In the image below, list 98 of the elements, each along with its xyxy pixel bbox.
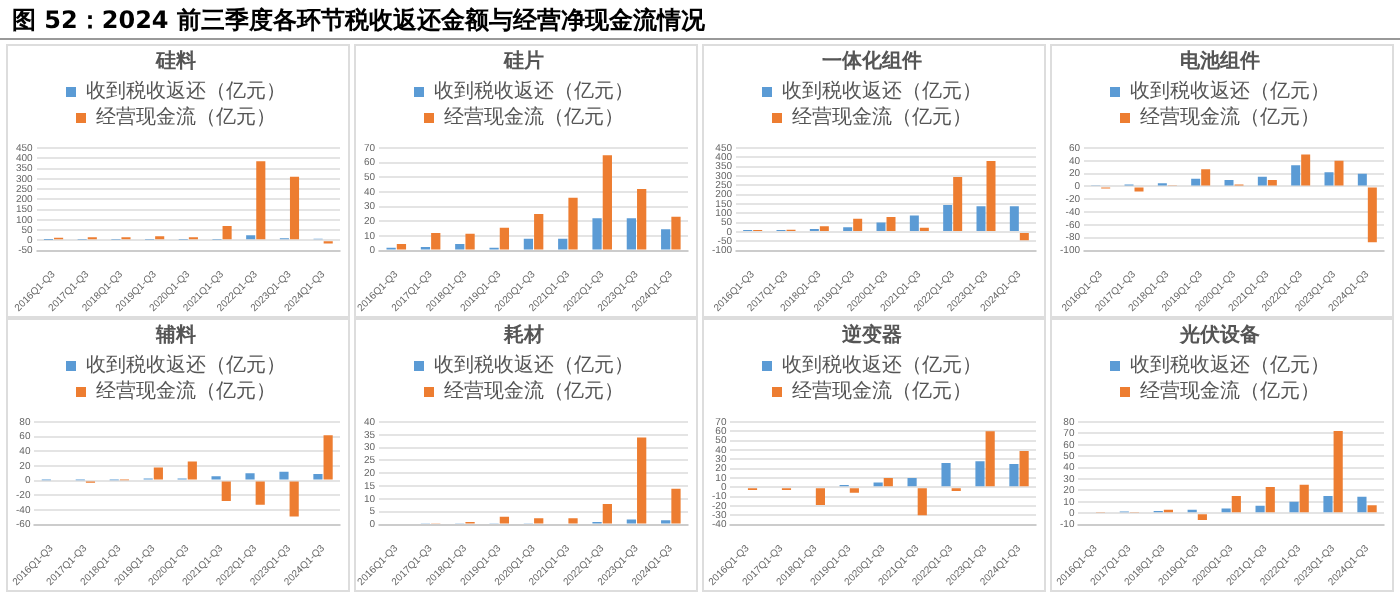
- bar: [1323, 496, 1333, 513]
- bar: [245, 473, 255, 480]
- bar: [671, 216, 681, 250]
- bar: [917, 488, 927, 516]
- bar: [568, 197, 578, 250]
- bar: [558, 238, 568, 250]
- legend-label: 收到税收返还（亿元）: [782, 79, 982, 104]
- legend-label: 收到税收返还（亿元）: [1130, 79, 1330, 104]
- chart-title: 硅片: [502, 49, 544, 74]
- bar: [907, 477, 917, 487]
- bar: [499, 227, 510, 250]
- bar: [1201, 169, 1211, 186]
- legend-label: 收到税收返还（亿元）: [1130, 353, 1330, 378]
- legend-label: 经营现金流（亿元）: [792, 105, 972, 130]
- bar: [883, 477, 893, 487]
- bar: [637, 189, 647, 250]
- bar: [1367, 505, 1377, 513]
- chart-title: 光伏设备: [1178, 323, 1262, 348]
- bar: [1191, 178, 1201, 186]
- legend-label: 经营现金流（亿元）: [792, 379, 972, 404]
- bar: [323, 435, 333, 480]
- bar: [1357, 496, 1367, 513]
- bar: [455, 243, 465, 250]
- bar: [1267, 180, 1277, 186]
- bar: [1009, 463, 1019, 487]
- chart-title: 电池组件: [1180, 49, 1260, 74]
- bar: [523, 238, 534, 250]
- bar: [534, 518, 544, 524]
- bar: [1334, 160, 1344, 186]
- bar: [187, 461, 197, 480]
- bar: [396, 243, 407, 250]
- bar: [289, 176, 300, 240]
- bar: [1291, 165, 1301, 186]
- bar: [1324, 172, 1334, 186]
- bar: [1231, 496, 1241, 513]
- bar: [985, 431, 995, 487]
- bar: [886, 217, 896, 231]
- bar: [568, 518, 578, 524]
- bar: [1257, 176, 1267, 186]
- bar: [876, 222, 886, 231]
- bar: [279, 471, 289, 480]
- bar: [976, 206, 986, 231]
- legend-label: 经营现金流（亿元）: [96, 105, 276, 130]
- legend-label: 收到税收返还（亿元）: [434, 79, 634, 104]
- bar: [1224, 180, 1234, 186]
- bar: [222, 225, 232, 240]
- bar: [1299, 484, 1309, 513]
- chart-title: 硅料: [154, 49, 196, 74]
- bar: [1333, 431, 1343, 513]
- legend-label: 收到税收返还（亿元）: [434, 353, 634, 378]
- bar: [256, 161, 266, 240]
- bar: [602, 155, 612, 250]
- bar: [465, 233, 475, 250]
- bar: [1367, 187, 1377, 243]
- legend-label: 经营现金流（亿元）: [444, 105, 624, 130]
- bar: [626, 218, 637, 250]
- bar: [431, 232, 441, 250]
- bar: [499, 516, 510, 524]
- bar: [943, 204, 953, 231]
- bar: [289, 481, 299, 517]
- caption: 图 52：2024 前三季度各环节税收返还金额与经营净现金流情况: [0, 0, 1400, 40]
- bar: [1019, 450, 1029, 487]
- legend-label: 经营现金流（亿元）: [444, 379, 624, 404]
- bar: [941, 463, 951, 487]
- bar: [909, 215, 919, 231]
- bar: [534, 213, 544, 250]
- chart-title: 耗材: [502, 323, 544, 348]
- bar: [313, 474, 323, 480]
- bar: [1357, 173, 1367, 186]
- bar: [975, 461, 985, 487]
- bar: [221, 481, 231, 502]
- bar: [255, 481, 265, 505]
- bar: [1265, 486, 1275, 513]
- legend-label: 经营现金流（亿元）: [96, 379, 276, 404]
- bar: [671, 488, 681, 524]
- bar: [1301, 154, 1311, 186]
- chart-title: 逆变器: [840, 323, 902, 348]
- bar: [592, 218, 602, 250]
- bar: [815, 488, 825, 505]
- bar: [637, 437, 647, 524]
- legend-label: 经营现金流（亿元）: [1140, 105, 1320, 130]
- chart-title: 一体化组件: [822, 49, 922, 74]
- bar: [1289, 501, 1299, 513]
- legend-label: 收到税收返还（亿元）: [782, 353, 982, 378]
- legend-label: 经营现金流（亿元）: [1140, 379, 1320, 404]
- bar: [1255, 505, 1265, 513]
- bar: [986, 161, 996, 231]
- legend-label: 收到税收返还（亿元）: [86, 79, 286, 104]
- bar: [661, 229, 671, 250]
- bar: [1019, 232, 1029, 241]
- bar: [953, 176, 963, 231]
- legend-label: 收到税收返还（亿元）: [86, 353, 286, 378]
- bar: [153, 467, 163, 480]
- bar: [1009, 206, 1019, 231]
- chart-title: 辅料: [154, 323, 196, 348]
- bar: [1197, 514, 1207, 521]
- bar: [853, 218, 863, 231]
- bar: [602, 504, 612, 524]
